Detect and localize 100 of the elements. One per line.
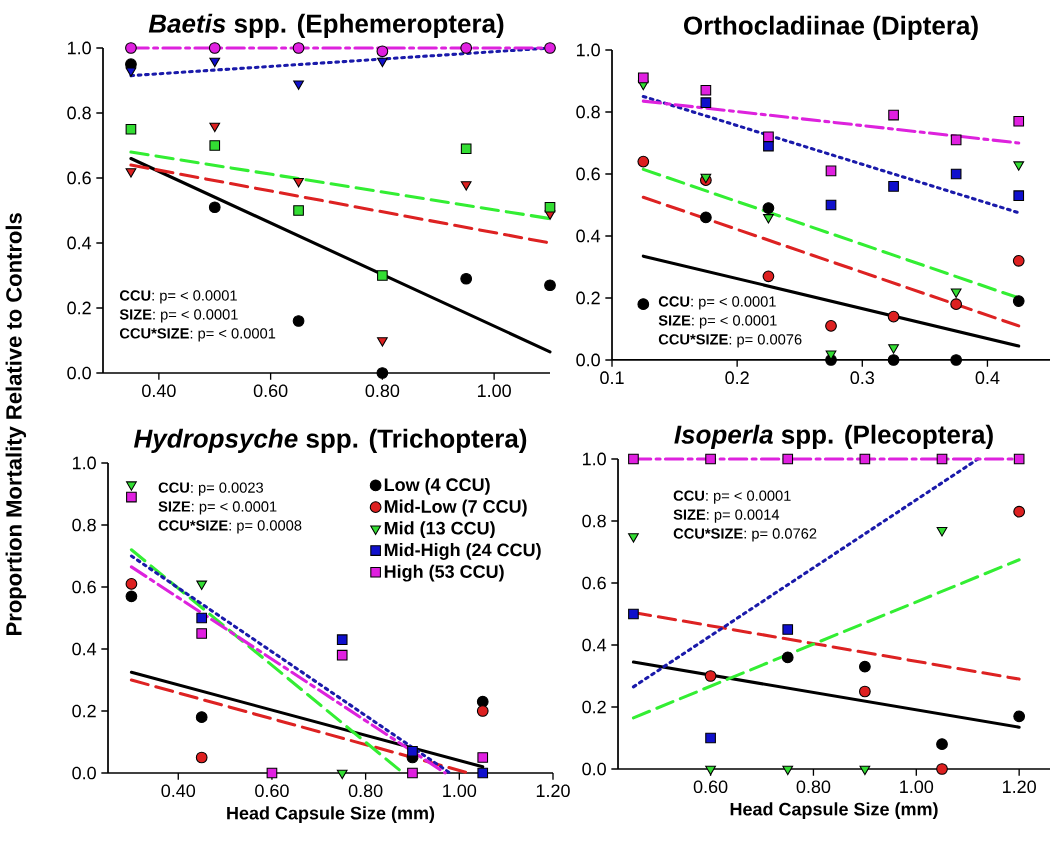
point	[950, 134, 962, 146]
point	[887, 310, 900, 323]
point	[888, 344, 899, 354]
point	[195, 751, 208, 764]
point	[209, 57, 221, 68]
x-tick-label: 0.40	[142, 384, 176, 398]
point	[544, 279, 556, 292]
x-tick-label: 0.40	[161, 784, 196, 798]
y-tick-label: 1.0	[582, 452, 606, 466]
annotation: CCU: p= < 0.0001	[658, 296, 776, 310]
y-tick-label: 0.2	[67, 301, 91, 315]
point	[544, 201, 556, 213]
y-tick-label: 0.4	[72, 642, 97, 656]
point	[1013, 453, 1025, 465]
point	[782, 624, 794, 635]
y-tick-label: 0.0	[67, 366, 91, 380]
point	[196, 628, 208, 639]
point	[628, 453, 639, 465]
y-tick-label: 0.0	[72, 766, 96, 780]
point	[196, 612, 208, 624]
point	[950, 288, 962, 298]
point	[476, 705, 489, 717]
y-tick-label: 0.6	[576, 167, 600, 181]
point	[460, 272, 473, 285]
x-tick-label: 0.60	[255, 784, 289, 798]
x-tick-label: 0.60	[253, 384, 288, 398]
point	[763, 140, 774, 152]
point	[208, 201, 221, 214]
annotation: SIZE: p= < 0.0001	[658, 315, 777, 329]
point	[293, 205, 304, 216]
point	[376, 367, 389, 379]
point	[125, 67, 137, 77]
point	[377, 270, 388, 281]
point	[460, 143, 472, 155]
point	[195, 711, 208, 724]
point	[1012, 254, 1025, 267]
annotation: SIZE: p= < 0.0001	[158, 501, 277, 515]
annotation: CCU: p= 0.0023	[158, 482, 264, 496]
x-tick-label: 0.80	[796, 780, 831, 794]
point	[293, 177, 304, 188]
point	[700, 84, 712, 96]
x-tick-label: 1.00	[443, 784, 477, 798]
point	[407, 767, 418, 779]
y-tick-label: 0.0	[582, 762, 606, 776]
y-tick-label: 0.4	[576, 229, 601, 243]
legend-label: Low (4 CCU)	[384, 477, 490, 495]
x-tick-label: 1.20	[1003, 780, 1036, 794]
point	[460, 42, 473, 54]
point	[628, 608, 639, 620]
point	[126, 491, 137, 503]
legend-label: Mid (13 CCU)	[384, 521, 495, 539]
point	[196, 580, 208, 591]
y-tick-label: 0.4	[67, 236, 92, 250]
point	[950, 354, 963, 366]
x-axis-title: Head Capsule Size (mm)	[730, 802, 938, 820]
y-tick-label: 1.0	[576, 43, 600, 57]
point	[699, 211, 712, 224]
point	[936, 763, 948, 775]
point	[477, 767, 489, 779]
annotation: CCU*SIZE: p= 0.0762	[673, 528, 817, 542]
point	[950, 168, 962, 180]
annotation: CCU: p= < 0.0001	[119, 290, 237, 304]
point	[950, 298, 963, 311]
x-tick-label: 0.3	[850, 371, 875, 385]
point	[292, 42, 305, 54]
point	[209, 122, 221, 133]
point	[637, 155, 650, 168]
point	[1012, 295, 1025, 307]
point	[292, 315, 305, 327]
y-tick-label: 0.6	[582, 576, 606, 590]
point	[336, 649, 348, 661]
point	[637, 298, 650, 311]
legend-label: Mid-Low (7 CCU)	[384, 499, 527, 517]
point	[763, 131, 774, 143]
point	[266, 767, 278, 779]
x-tick-label: 0.60	[693, 780, 728, 794]
point	[628, 533, 639, 543]
x-axis-title: Head Capsule Size (mm)	[227, 806, 435, 824]
annotation: CCU*SIZE: p= 0.0008	[158, 520, 302, 534]
point	[1013, 505, 1026, 518]
point	[763, 214, 774, 224]
point	[125, 590, 138, 603]
point	[376, 45, 389, 58]
chart-title: Baetis spp. (Ephemeroptera)	[148, 13, 504, 38]
point	[1013, 190, 1025, 202]
point	[859, 453, 871, 465]
y-axis-title: Proportion Mortality Relative to Controls	[5, 213, 27, 635]
legend-label: Mid-High (24 CCU)	[384, 543, 541, 560]
point	[705, 765, 716, 776]
point	[705, 732, 716, 744]
x-tick-label: 1.20	[536, 784, 570, 798]
point	[209, 140, 221, 151]
point	[888, 109, 899, 121]
point	[762, 270, 775, 283]
x-tick-label: 1.00	[900, 780, 934, 794]
point	[762, 202, 775, 214]
point	[125, 42, 137, 54]
x-tick-label: 0.1	[600, 371, 624, 385]
y-tick-label: 0.2	[582, 700, 606, 714]
x-tick-label: 0.2	[725, 371, 749, 385]
